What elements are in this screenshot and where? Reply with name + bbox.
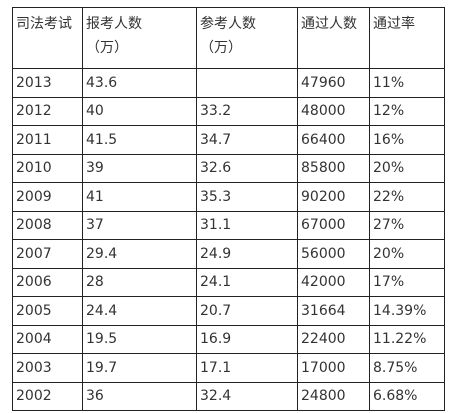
table-cell: 2012: [12, 96, 83, 126]
table-cell: 40: [82, 96, 197, 126]
table-cell: 37: [82, 210, 197, 240]
table-row: 2008 37 31.1 67000 27%: [12, 210, 445, 240]
table-cell: 22400: [297, 324, 370, 354]
table-cell: 35.3: [196, 182, 298, 212]
table-row: 2009 41 35.3 90200 22%: [12, 182, 445, 212]
data-table: 司法考试 报考人数 （万） 参考人数 （万） 通过人数 通过率 2013 43.6 47960 1…: [12, 7, 445, 411]
table-cell: 41.5: [82, 125, 197, 155]
table-cell: 2010: [12, 153, 83, 183]
header-cell: 通过人数: [297, 7, 370, 69]
table-cell: 28: [82, 267, 197, 297]
table-row: 2007 29.4 24.9 56000 20%: [12, 239, 445, 269]
table-cell: 56000: [297, 239, 370, 269]
table-cell: 20%: [369, 153, 445, 183]
table-cell: 20.7: [196, 296, 298, 326]
table-cell: 2011: [12, 125, 83, 155]
table-body: 2013 43.6 47960 11% 2012 40 33.2 48000 12% 2011 41…: [12, 68, 445, 411]
table-cell: 36: [82, 381, 197, 411]
header-text: 通过人数: [301, 16, 357, 32]
header-text: 参考人数: [200, 16, 256, 32]
table-cell: 2004: [12, 324, 83, 354]
header-row: 司法考试 报考人数 （万） 参考人数 （万） 通过人数 通过率: [12, 7, 445, 69]
table-cell: 2003: [12, 353, 83, 383]
table-cell: 6.68%: [369, 381, 445, 411]
table-cell: 24800: [297, 381, 370, 411]
table-cell: 2008: [12, 210, 83, 240]
table-cell: 2005: [12, 296, 83, 326]
table-cell: 14.39%: [369, 296, 445, 326]
table-cell: 24.4: [82, 296, 197, 326]
table-cell: 12%: [369, 96, 445, 126]
table-row: 2005 24.4 20.7 31664 14.39%: [12, 296, 445, 326]
table-cell: 67000: [297, 210, 370, 240]
table-cell: 43.6: [82, 68, 197, 98]
table-cell: 85800: [297, 153, 370, 183]
table-cell: 20%: [369, 239, 445, 269]
header-cell: 参考人数 （万）: [196, 7, 298, 69]
table-row: 2004 19.5 16.9 22400 11.22%: [12, 324, 445, 354]
table-cell: 19.5: [82, 324, 197, 354]
table-cell: 41: [82, 182, 197, 212]
header-text: （万）: [200, 40, 242, 56]
table-cell: 31664: [297, 296, 370, 326]
table-cell: 32.4: [196, 381, 298, 411]
table-cell: 34.7: [196, 125, 298, 155]
table-row: 2003 19.7 17.1 17000 8.75%: [12, 353, 445, 383]
table-cell: 24.9: [196, 239, 298, 269]
table-cell: 11.22%: [369, 324, 445, 354]
table-row: 2013 43.6 47960 11%: [12, 68, 445, 98]
table-cell: 2009: [12, 182, 83, 212]
table-cell: 42000: [297, 267, 370, 297]
table-row: 2012 40 33.2 48000 12%: [12, 96, 445, 126]
table-cell: 19.7: [82, 353, 197, 383]
table-cell: 2006: [12, 267, 83, 297]
header-cell: 司法考试: [12, 7, 83, 69]
table-cell: 2013: [12, 68, 83, 98]
table-cell: 90200: [297, 182, 370, 212]
header-text: 报考人数: [86, 16, 142, 32]
table-cell: 8.75%: [369, 353, 445, 383]
table-cell: 17.1: [196, 353, 298, 383]
table-cell: 66400: [297, 125, 370, 155]
header-text: （万）: [86, 40, 128, 56]
table-cell: 32.6: [196, 153, 298, 183]
table-cell: [196, 68, 298, 98]
table-cell: 2002: [12, 381, 83, 411]
table-cell: 47960: [297, 68, 370, 98]
header-cell: 通过率: [369, 7, 445, 69]
table-cell: 16.9: [196, 324, 298, 354]
table-cell: 11%: [369, 68, 445, 98]
table-row: 2011 41.5 34.7 66400 16%: [12, 125, 445, 155]
table-cell: 2007: [12, 239, 83, 269]
header-text: 通过率: [373, 16, 415, 32]
header-cell: 报考人数 （万）: [82, 7, 197, 69]
table-cell: 17%: [369, 267, 445, 297]
table-row: 2002 36 32.4 24800 6.68%: [12, 381, 445, 411]
table-cell: 48000: [297, 96, 370, 126]
table-cell: 31.1: [196, 210, 298, 240]
table-cell: 39: [82, 153, 197, 183]
table-row: 2010 39 32.6 85800 20%: [12, 153, 445, 183]
header-text: 司法考试: [16, 16, 72, 32]
table-cell: 24.1: [196, 267, 298, 297]
table-cell: 33.2: [196, 96, 298, 126]
table-row: 2006 28 24.1 42000 17%: [12, 267, 445, 297]
table-cell: 27%: [369, 210, 445, 240]
table-cell: 16%: [369, 125, 445, 155]
table-cell: 22%: [369, 182, 445, 212]
table-cell: 17000: [297, 353, 370, 383]
table-cell: 29.4: [82, 239, 197, 269]
